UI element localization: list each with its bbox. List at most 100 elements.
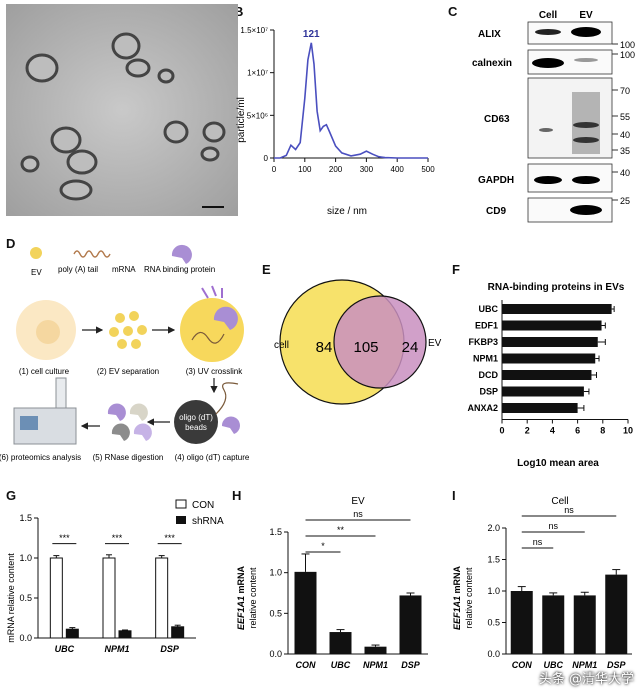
nucleus-icon [36, 320, 60, 344]
peak-label: 121 [303, 29, 320, 40]
vesicle [125, 58, 151, 78]
band-alix-cell [535, 29, 561, 35]
vesicle-group [20, 32, 226, 201]
x-tick-label: 500 [421, 165, 435, 174]
panel-h-ylabel-line-1: EEF1A1 mRNA [236, 565, 246, 630]
category-label: UBC [55, 644, 75, 654]
y-tick-label: 5×10⁶ [247, 111, 268, 120]
category-label: UBC [331, 660, 351, 670]
x-tick-label: 0 [499, 426, 504, 436]
significance-label: *** [59, 533, 70, 543]
rbp-icon [221, 416, 240, 434]
category-label: CON [512, 660, 533, 670]
venn-ev-circle [333, 295, 427, 389]
category-label: NPM1 [572, 660, 597, 670]
marker-gapdh-40: 40 [620, 168, 630, 178]
mrna-capture-icon [215, 382, 239, 415]
legend-shrna-swatch [176, 516, 186, 524]
panel-b-ylabel: particle/ml [236, 97, 247, 143]
marker-cd63-40: 40 [620, 130, 630, 140]
comparison-label: ** [337, 525, 345, 535]
band-cd9-ev [570, 205, 602, 215]
y-tick-label: 0.0 [269, 649, 282, 659]
uv-crosslink-ev-icon [180, 298, 244, 362]
vesicle [202, 121, 226, 143]
blot-alix-label: ALIX [478, 29, 501, 40]
y-tick-label: 1.5 [19, 513, 32, 523]
x-tick-label: 8 [600, 426, 605, 436]
legend-rbp-label: RNA binding protein [144, 265, 215, 274]
panel-label-b: B [234, 4, 244, 19]
significance-label: *** [164, 533, 175, 543]
bar [510, 591, 533, 654]
y-tick-label: 0.5 [19, 593, 32, 603]
bar [502, 353, 596, 364]
category-label: UBC [544, 660, 564, 670]
category-label: DSP [401, 660, 421, 670]
tem-micrograph [6, 4, 238, 216]
band-gapdh-ev [572, 176, 600, 184]
panel-label-d: D [6, 236, 16, 251]
panel-i-ylabel-line-1: EEF1A1 mRNA [452, 565, 462, 630]
panel-label-i: I [452, 488, 456, 503]
marker-cd63-70: 70 [620, 86, 630, 96]
y-tick-label: 1.5 [487, 555, 500, 565]
venn-ev-only-count: 24 [402, 339, 419, 356]
vesicle [200, 146, 220, 162]
panel-f-xlabel: Log10 mean area [517, 458, 599, 469]
vesicle [50, 126, 82, 154]
marker-cd63-35: 35 [620, 146, 630, 156]
category-label: DCD [479, 370, 499, 380]
legend-con-label: CON [192, 500, 214, 511]
panel-label-g: G [6, 488, 17, 503]
step-2-label: (2) EV separation [97, 367, 159, 376]
vesicle [157, 68, 175, 84]
x-tick-label: 300 [360, 165, 374, 174]
y-tick-label: 0.0 [487, 649, 500, 659]
rnase-icon [111, 423, 130, 441]
panel-i-ylabel-suffix: mRNA [452, 565, 462, 596]
x-tick-label: 0 [272, 165, 277, 174]
panel-h-ylabel-gene: EEF1A1 [236, 596, 246, 630]
band-calnexin-ev [574, 58, 598, 62]
panel-b-chart: 0 5×10⁶ 1×10⁷ 1.5×10⁷ 0 100 200 300 400 500 121 pa… [236, 26, 435, 217]
instrument-column-icon [55, 377, 67, 409]
panel-c-western-blots: Cell EV ALIX 100 calnexin 100 CD63 70 55… [448, 0, 640, 240]
category-label: CON [296, 660, 317, 670]
blot-cd9-label: CD9 [486, 206, 506, 217]
marker-cd9-25: 25 [620, 196, 630, 206]
comparison-label: ns [533, 537, 543, 547]
legend-polya-label: poly (A) tail [58, 265, 98, 274]
bead-label-line-1: oligo (dT) [179, 413, 213, 422]
y-tick-label: 1.0 [487, 586, 500, 596]
bar [502, 403, 578, 413]
category-label: UBC [479, 304, 499, 314]
bar [542, 595, 565, 654]
lane-label-cell: Cell [539, 10, 558, 21]
panel-g-chart: 0.0 0.5 1.0 1.5 *** UBC *** NPM1 *** DSP mRNA rel… [6, 499, 224, 654]
bead-label-line-2: beads [185, 423, 207, 432]
panel-label-f: F [452, 262, 460, 277]
band-cd63-cell [539, 128, 553, 132]
uv-light-icon [201, 285, 223, 299]
bar [502, 370, 592, 380]
panel-f-chart: RNA-binding proteins in EVs 0 2 4 6 8 10 UBC ED… [467, 282, 633, 469]
bar [294, 571, 317, 654]
panel-i-ylabel-gene: EEF1A1 [452, 596, 462, 630]
x-tick-label: 100 [298, 165, 312, 174]
y-tick-label: 1.0 [269, 568, 282, 578]
comparison-label: ns [548, 521, 558, 531]
category-label: NPM1 [473, 354, 498, 364]
panel-i-title: Cell [551, 496, 568, 507]
blot-gapdh-label: GAPDH [478, 175, 514, 186]
rbp-icon [107, 403, 126, 421]
panel-g-ylabel: mRNA relative content [6, 553, 16, 643]
x-tick-label: 4 [550, 426, 555, 436]
rnase-icon [129, 403, 148, 421]
size-distribution-line [274, 42, 428, 159]
y-tick-label: 1×10⁷ [247, 69, 268, 78]
bar [573, 595, 596, 654]
marker-alix-100: 100 [620, 40, 635, 50]
